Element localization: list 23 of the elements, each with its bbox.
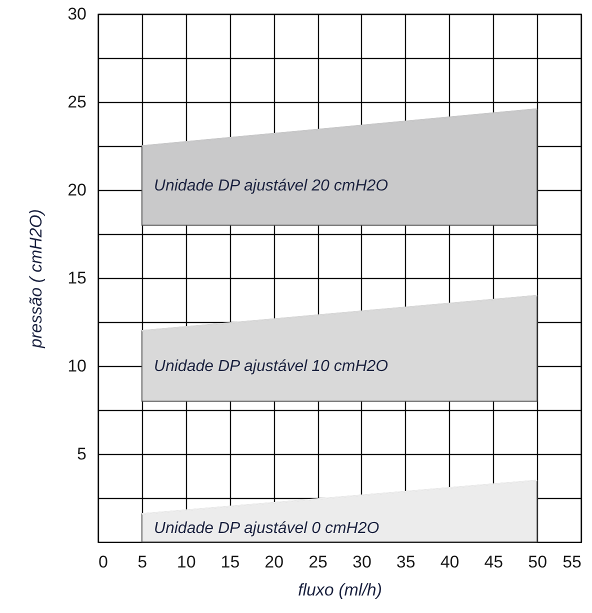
x-tick-label: 15 xyxy=(220,552,240,572)
x-tick-label: 55 xyxy=(562,552,582,572)
x-tick-label: 35 xyxy=(396,552,416,572)
x-tick-label: 25 xyxy=(308,552,328,572)
x-tick-label: 20 xyxy=(264,552,284,572)
x-tick-label: 0 xyxy=(98,552,108,572)
x-tick-label: 45 xyxy=(484,552,504,572)
y-tick-label: 30 xyxy=(68,4,86,24)
y-tick-label: 15 xyxy=(68,268,86,288)
y-tick-label: 5 xyxy=(77,444,86,464)
x-tick-label: 30 xyxy=(352,552,372,572)
x-tick-label: 5 xyxy=(138,552,148,572)
x-tick-label: 10 xyxy=(176,552,196,572)
x-tick-label: 40 xyxy=(440,552,460,572)
y-tick-label: 25 xyxy=(68,92,86,112)
x-axis-title: fluxo (ml/h) xyxy=(298,580,382,600)
x-tick-label: 50 xyxy=(528,552,548,572)
series-label: Unidade DP ajustável 10 cmH2O xyxy=(154,358,388,375)
y-tick-label: 20 xyxy=(68,180,86,200)
series-label: Unidade DP ajustável 0 cmH2O xyxy=(154,520,380,537)
y-axis-title: pressão ( cmH2O) xyxy=(26,209,46,349)
text: Unidade DP ajustável 20 cmH2O xyxy=(154,178,388,195)
y-tick-label: 10 xyxy=(68,356,86,376)
